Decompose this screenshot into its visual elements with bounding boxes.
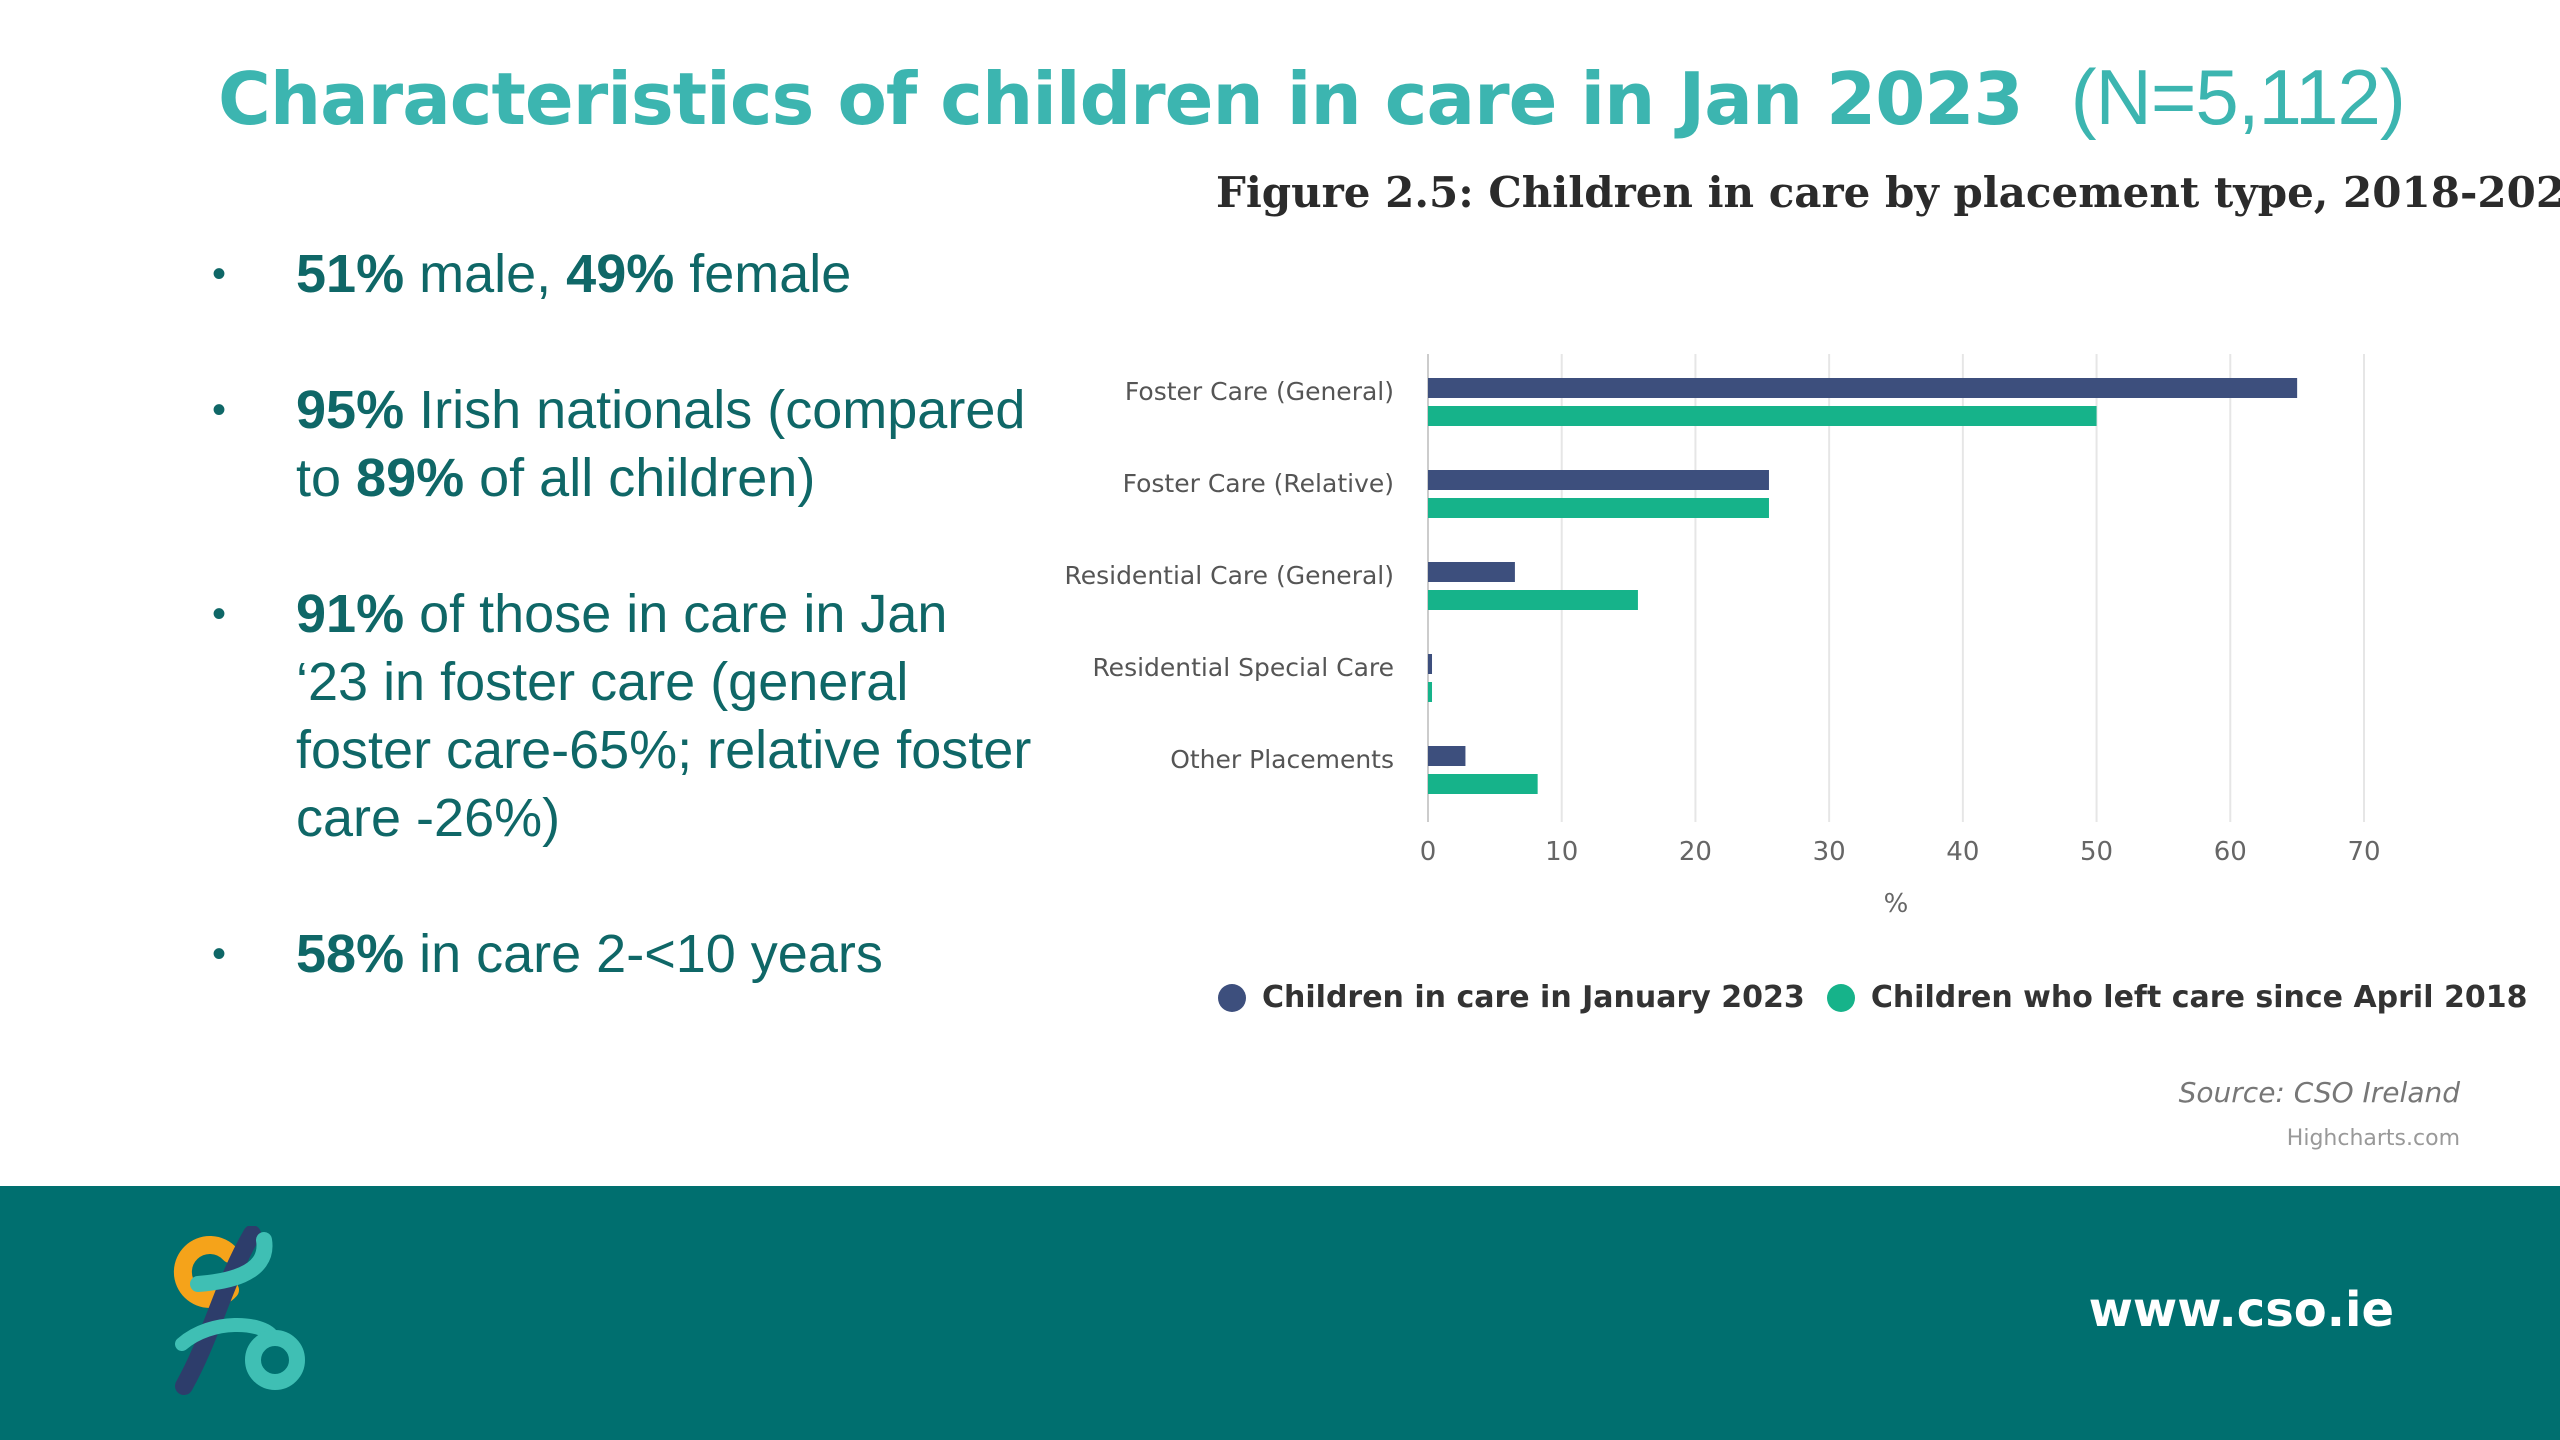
slide-title: Characteristics of children in care in J… bbox=[218, 52, 2406, 143]
bar bbox=[1428, 498, 1769, 518]
bar bbox=[1428, 590, 1638, 610]
bullet-text: female bbox=[674, 244, 852, 304]
x-tick-label: 10 bbox=[1545, 837, 1578, 867]
bullet-bold: 58% bbox=[296, 924, 405, 984]
bullet-bold: 89% bbox=[356, 448, 465, 508]
bullet-bold: 91% bbox=[296, 584, 405, 644]
chart-legend: Children in care in January 2023 Childre… bbox=[1218, 980, 2549, 1015]
bullet-text: male, bbox=[404, 244, 567, 304]
bullet-text: of those in care in Jan ‘23 in foster ca… bbox=[296, 584, 1032, 848]
bullet-text: in care 2-<10 years bbox=[404, 924, 883, 984]
title-count: (N=5,112) bbox=[2070, 53, 2406, 141]
bullet-item: 91% of those in care in Jan ‘23 in foste… bbox=[212, 580, 1032, 852]
bar bbox=[1428, 562, 1515, 582]
x-tick-label: 40 bbox=[1946, 837, 1979, 867]
legend-item-left-care[interactable]: Children who left care since April 2018 bbox=[1826, 980, 2528, 1015]
bullet-text: of all children) bbox=[464, 448, 816, 508]
bar bbox=[1428, 378, 2298, 398]
figure-title: Figure 2.5: Children in care by placemen… bbox=[1216, 168, 2560, 217]
bar bbox=[1428, 406, 2097, 426]
bullet-list: 51% male, 49% female 95% Irish nationals… bbox=[212, 240, 1032, 1056]
bar bbox=[1428, 774, 1538, 794]
x-tick-label: 70 bbox=[2347, 837, 2380, 867]
bar bbox=[1428, 746, 1466, 766]
x-tick-label: 30 bbox=[1813, 837, 1846, 867]
cso-logo-icon bbox=[173, 1226, 305, 1395]
title-main: Characteristics of children in care in J… bbox=[218, 57, 2024, 141]
bullet-item: 51% male, 49% female bbox=[212, 240, 1032, 308]
chart-source: Source: CSO Ireland bbox=[2178, 1076, 2460, 1109]
bullet-bold: 51% bbox=[296, 244, 405, 304]
x-tick-label: 50 bbox=[2080, 837, 2113, 867]
legend-dot-icon bbox=[1218, 983, 1246, 1012]
bar bbox=[1428, 470, 1769, 490]
bar bbox=[1428, 654, 1433, 674]
bullet-bold: 95% bbox=[296, 380, 405, 440]
legend-label: Children who left care since April 2018 bbox=[1870, 980, 2528, 1015]
category-label: Residential Care (General) bbox=[1064, 561, 1394, 590]
x-tick-label: 20 bbox=[1679, 837, 1712, 867]
category-label: Residential Special Care bbox=[1092, 653, 1394, 682]
bullet-text: Irish nationals (compared to bbox=[296, 380, 1026, 508]
x-tick-label: 0 bbox=[1420, 837, 1437, 867]
website-url[interactable]: www.cso.ie bbox=[2088, 1282, 2394, 1338]
bar bbox=[1428, 682, 1433, 702]
x-tick-label: 60 bbox=[2214, 837, 2247, 867]
bullet-item: 95% Irish nationals (compared to 89% of … bbox=[212, 376, 1032, 512]
category-label: Foster Care (Relative) bbox=[1123, 469, 1394, 498]
chart-credits[interactable]: Highcharts.com bbox=[2286, 1126, 2460, 1151]
bullet-bold: 49% bbox=[566, 244, 675, 304]
bar-chart: 0 10 20 30 40 50 60 70 Foster Care (General) Fost… bbox=[1064, 354, 2381, 919]
legend-dot-icon bbox=[1826, 983, 1855, 1012]
category-label: Other Placements bbox=[1170, 745, 1394, 774]
bullet-item: 58% in care 2-<10 years bbox=[212, 920, 1032, 988]
legend-label: Children in care in January 2023 bbox=[1262, 980, 1805, 1015]
category-label: Foster Care (General) bbox=[1125, 377, 1394, 406]
legend-item-2023[interactable]: Children in care in January 2023 bbox=[1218, 980, 1805, 1015]
x-axis-title: % bbox=[1884, 889, 1909, 919]
footer-band: www.cso.ie bbox=[0, 1186, 2560, 1440]
